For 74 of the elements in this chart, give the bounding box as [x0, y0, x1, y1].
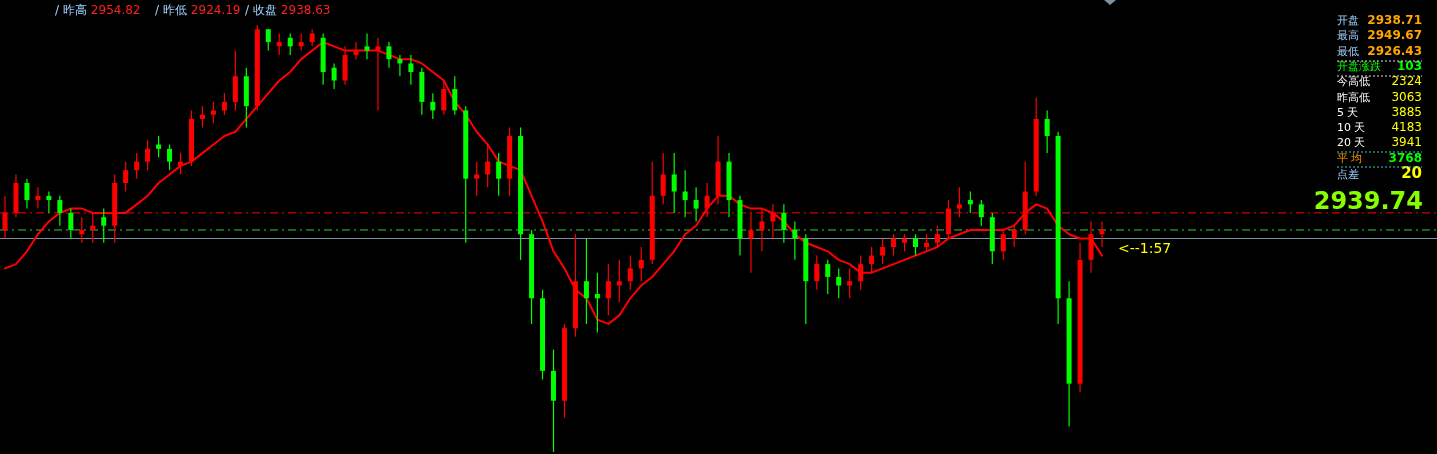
candlestick: [693, 186, 699, 223]
candlestick: [46, 190, 52, 214]
text: 开盘涨跌 103: [1337, 58, 1422, 73]
candlestick: [891, 233, 897, 257]
candlestick: [167, 143, 173, 171]
text: 开盘 2938.71: [1337, 13, 1422, 27]
candlestick: [79, 216, 85, 244]
candlestick: [583, 237, 589, 325]
candlestick: [825, 259, 831, 295]
candlestick: [880, 237, 886, 265]
text: 2939.74: [1313, 187, 1423, 215]
candlestick: [836, 267, 842, 299]
candlestick: [156, 135, 162, 158]
candlestick: [331, 62, 337, 90]
text: 5 天 3885: [1337, 104, 1422, 119]
candlestick: [24, 178, 30, 210]
candlestick: [605, 263, 611, 316]
candlestick: [408, 54, 414, 86]
text: 昨高低 3063: [1337, 89, 1422, 104]
candlestick: [671, 152, 677, 214]
candlestick: [496, 152, 502, 197]
candlestick: [145, 139, 151, 171]
candlestick: [913, 233, 919, 257]
candlestick: [101, 208, 107, 244]
candlestick: [68, 208, 74, 240]
candlestick: [682, 169, 688, 218]
candlestick: [134, 152, 140, 180]
candlestick: [616, 259, 622, 304]
candlestick: [978, 199, 984, 227]
candlestick: [934, 225, 940, 248]
candlestick: [1099, 220, 1105, 248]
candlestick: [627, 254, 633, 291]
candlestick: [287, 32, 293, 56]
candlestick: [123, 161, 129, 193]
candlestick: [638, 246, 644, 282]
text: 点差 20: [1337, 164, 1422, 182]
candlestick: [1000, 229, 1006, 261]
candlestick: [397, 54, 403, 77]
text: 平 均 3768: [1337, 150, 1422, 165]
text: 10 天 4183: [1337, 120, 1422, 135]
text: <--1:57: [1118, 240, 1172, 256]
text: 最低 2926.43: [1337, 43, 1422, 58]
candlestick: [276, 32, 282, 56]
candlestick: [430, 92, 436, 120]
candlestick: [221, 92, 227, 116]
candlestick: [364, 32, 370, 60]
candlestick: [1044, 109, 1050, 154]
candlestick: [847, 267, 853, 299]
candlestick: [386, 41, 392, 69]
text: / 昨高 2954.82: [55, 3, 141, 17]
text: / 收盘 2938.63: [245, 3, 331, 17]
text: / 昨低 2924.19: [155, 3, 241, 17]
candlestick: [485, 143, 491, 188]
candlestick: [178, 152, 184, 176]
candlestick: [199, 105, 205, 129]
candlestick: [858, 254, 864, 291]
candlestick: [660, 152, 666, 205]
candlestick: [441, 79, 447, 116]
candlestick: [474, 161, 480, 197]
candlestick: [792, 220, 798, 261]
candlestick: [814, 254, 820, 291]
candlestick: [869, 246, 875, 274]
candlestick: [57, 195, 63, 227]
candlestick: [781, 203, 787, 244]
candlestick: [35, 186, 41, 210]
candlestick: [210, 101, 216, 124]
candlestick: [967, 190, 973, 214]
candlestick: [452, 75, 458, 116]
text: 最高 2949.67: [1337, 28, 1422, 43]
text: 今高低 2324: [1337, 74, 1422, 89]
candlestick: [265, 28, 271, 52]
candlestick: [1011, 225, 1017, 248]
candlestick: [594, 272, 600, 334]
text: 20 天 3941: [1337, 135, 1422, 150]
